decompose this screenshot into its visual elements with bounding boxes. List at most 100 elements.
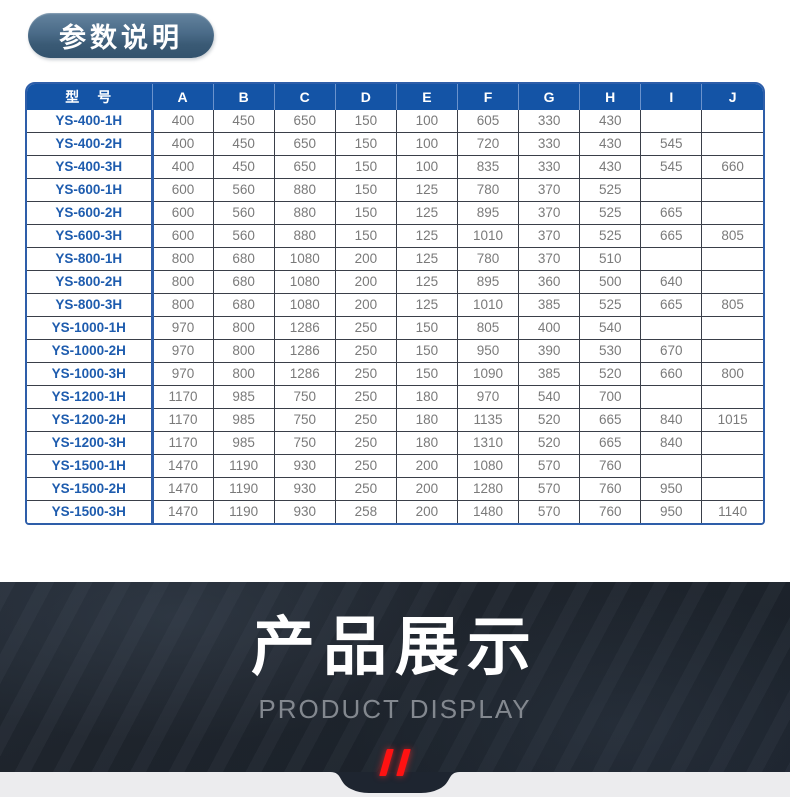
model-cell: YS-1500-2H xyxy=(27,477,153,501)
value-cell: 720 xyxy=(456,132,520,156)
value-cell: 760 xyxy=(579,477,642,501)
value-cell: 950 xyxy=(640,477,703,501)
value-cell xyxy=(701,110,763,133)
table-row: YS-1500-3H 1470 1190 930 258 200 1480 570 760 950… xyxy=(27,500,763,523)
value-cell: 1170 xyxy=(150,408,214,432)
value-cell: 970 xyxy=(150,316,214,340)
table-row: YS-600-3H 600 560 880 150 125 1010 370 525 665 805 xyxy=(27,224,763,248)
value-cell: 1190 xyxy=(212,454,275,478)
table-row: YS-400-1H 400 450 650 150 100 605 330 430 xyxy=(27,110,763,133)
value-cell: 970 xyxy=(150,362,214,386)
value-cell xyxy=(640,385,703,409)
table-row: YS-1500-1H 1470 1190 930 250 200 1080 570 760 xyxy=(27,454,763,478)
value-cell: 330 xyxy=(518,155,581,179)
table-row: YS-400-3H 400 450 650 150 100 835 330 430 545 660 xyxy=(27,155,763,179)
value-cell: 780 xyxy=(456,247,520,271)
column-header: J xyxy=(701,84,763,110)
value-cell: 800 xyxy=(701,362,763,386)
value-cell xyxy=(701,431,763,455)
column-header: 型 号 xyxy=(27,84,152,110)
value-cell: 250 xyxy=(334,431,397,455)
value-cell: 1170 xyxy=(150,431,214,455)
value-cell: 880 xyxy=(273,178,336,202)
value-cell xyxy=(701,316,763,340)
value-cell: 840 xyxy=(640,408,703,432)
column-header: D xyxy=(334,84,397,110)
model-cell: YS-600-3H xyxy=(27,224,153,248)
value-cell: 1310 xyxy=(456,431,520,455)
column-header: G xyxy=(518,84,580,110)
column-header: C xyxy=(273,84,336,110)
model-cell: YS-1200-3H xyxy=(27,431,153,455)
parameters-section-badge: 参数说明 xyxy=(28,13,214,58)
model-cell: YS-1500-3H xyxy=(27,500,153,523)
value-cell: 100 xyxy=(395,155,458,179)
value-cell: 250 xyxy=(334,477,397,501)
double-slash-icon xyxy=(379,749,411,776)
value-cell: 1480 xyxy=(456,500,520,523)
value-cell: 525 xyxy=(579,224,642,248)
value-cell: 665 xyxy=(640,201,703,225)
value-cell: 1080 xyxy=(273,293,336,317)
value-cell: 545 xyxy=(640,132,703,156)
value-cell xyxy=(640,110,703,133)
model-cell: YS-800-2H xyxy=(27,270,153,294)
value-cell: 200 xyxy=(334,293,397,317)
value-cell: 100 xyxy=(395,110,458,133)
table-row: YS-1500-2H 1470 1190 930 250 200 1280 570 760 950 xyxy=(27,477,763,501)
model-cell: YS-400-1H xyxy=(27,110,153,133)
model-cell: YS-1200-1H xyxy=(27,385,153,409)
value-cell: 390 xyxy=(518,339,581,363)
value-cell: 650 xyxy=(273,132,336,156)
value-cell: 500 xyxy=(579,270,642,294)
value-cell: 665 xyxy=(640,293,703,317)
value-cell xyxy=(640,454,703,478)
value-cell: 985 xyxy=(212,385,275,409)
value-cell xyxy=(701,247,763,271)
value-cell: 200 xyxy=(395,500,458,523)
value-cell: 1470 xyxy=(150,500,214,523)
value-cell: 680 xyxy=(212,293,275,317)
parameters-table-body: YS-400-1H 400 450 650 150 100 605 330 430 YS-400-… xyxy=(27,110,763,523)
value-cell: 360 xyxy=(518,270,581,294)
value-cell: 660 xyxy=(640,362,703,386)
value-cell: 400 xyxy=(518,316,581,340)
value-cell: 125 xyxy=(395,201,458,225)
value-cell: 400 xyxy=(150,110,214,133)
value-cell: 385 xyxy=(518,293,581,317)
value-cell: 180 xyxy=(395,385,458,409)
value-cell: 250 xyxy=(334,316,397,340)
value-cell: 600 xyxy=(150,224,214,248)
value-cell: 125 xyxy=(395,293,458,317)
value-cell: 600 xyxy=(150,178,214,202)
table-row: YS-1000-3H 970 800 1286 250 150 1090 385 520 660 8… xyxy=(27,362,763,386)
value-cell: 100 xyxy=(395,132,458,156)
value-cell xyxy=(640,316,703,340)
value-cell: 950 xyxy=(640,500,703,523)
table-row: YS-800-1H 800 680 1080 200 125 780 370 510 xyxy=(27,247,763,271)
value-cell: 1090 xyxy=(456,362,520,386)
value-cell: 800 xyxy=(150,270,214,294)
value-cell: 985 xyxy=(212,431,275,455)
table-row: YS-600-1H 600 560 880 150 125 780 370 525 xyxy=(27,178,763,202)
value-cell: 1286 xyxy=(273,362,336,386)
value-cell: 930 xyxy=(273,454,336,478)
value-cell: 540 xyxy=(518,385,581,409)
value-cell: 665 xyxy=(640,224,703,248)
value-cell: 805 xyxy=(456,316,520,340)
value-cell: 1190 xyxy=(212,500,275,523)
value-cell: 665 xyxy=(579,408,642,432)
value-cell: 1470 xyxy=(150,477,214,501)
value-cell: 660 xyxy=(701,155,763,179)
value-cell: 370 xyxy=(518,247,581,271)
value-cell: 1080 xyxy=(273,247,336,271)
value-cell xyxy=(701,477,763,501)
column-header: I xyxy=(640,84,702,110)
value-cell: 600 xyxy=(150,201,214,225)
value-cell: 430 xyxy=(579,132,642,156)
value-cell: 150 xyxy=(334,110,397,133)
value-cell: 800 xyxy=(150,247,214,271)
value-cell xyxy=(640,247,703,271)
value-cell: 650 xyxy=(273,110,336,133)
